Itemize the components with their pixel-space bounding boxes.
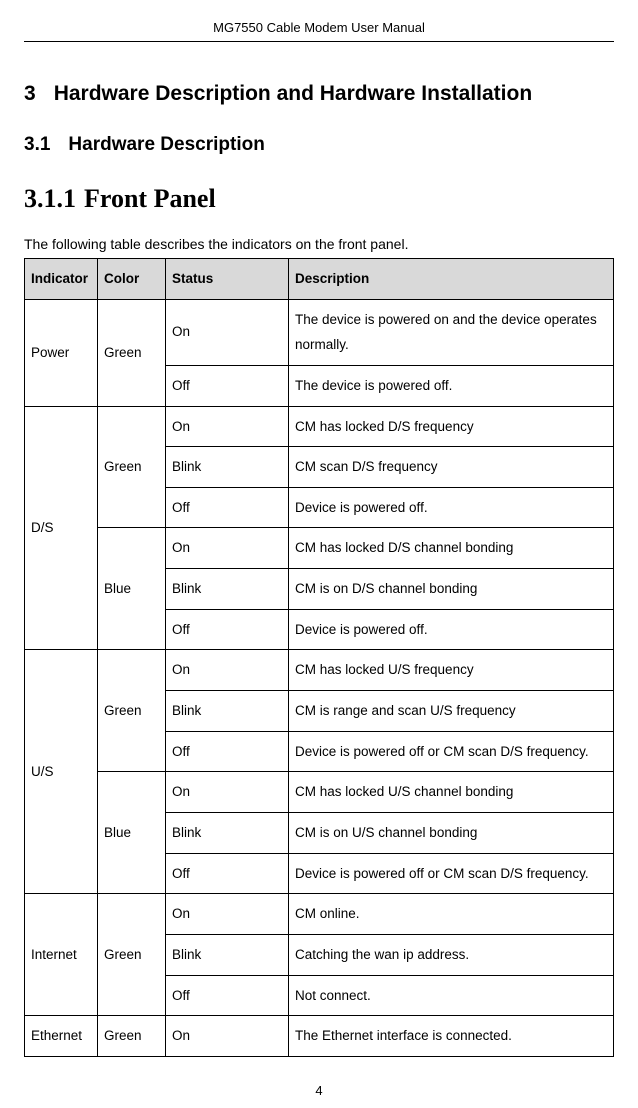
col-header-status: Status bbox=[166, 259, 289, 300]
cell-description: The Ethernet interface is connected. bbox=[289, 1016, 614, 1057]
cell-color: Green bbox=[98, 894, 166, 1016]
cell-description: CM is on U/S channel bonding bbox=[289, 812, 614, 853]
table-row: D/S Green On CM has locked D/S frequency bbox=[25, 406, 614, 447]
cell-status: On bbox=[166, 894, 289, 935]
cell-status: Blink bbox=[166, 691, 289, 732]
cell-color: Blue bbox=[98, 772, 166, 894]
cell-description: CM is on D/S channel bonding bbox=[289, 569, 614, 610]
table-row: Blue On CM has locked U/S channel bondin… bbox=[25, 772, 614, 813]
cell-indicator: D/S bbox=[25, 406, 98, 650]
table-row: Power Green On The device is powered on … bbox=[25, 299, 614, 365]
cell-status: On bbox=[166, 406, 289, 447]
cell-status: On bbox=[166, 650, 289, 691]
cell-description: CM has locked U/S frequency bbox=[289, 650, 614, 691]
cell-description: CM has locked U/S channel bonding bbox=[289, 772, 614, 813]
col-header-description: Description bbox=[289, 259, 614, 300]
col-header-indicator: Indicator bbox=[25, 259, 98, 300]
section-title: Hardware Description and Hardware Instal… bbox=[54, 82, 532, 105]
cell-indicator: U/S bbox=[25, 650, 98, 894]
cell-color: Green bbox=[98, 299, 166, 406]
cell-status: Off bbox=[166, 365, 289, 406]
cell-description: Not connect. bbox=[289, 975, 614, 1016]
section-number: 3 bbox=[24, 82, 36, 105]
table-row: Blue On CM has locked D/S channel bondin… bbox=[25, 528, 614, 569]
cell-color: Blue bbox=[98, 528, 166, 650]
table-row: Ethernet Green On The Ethernet interface… bbox=[25, 1016, 614, 1057]
subsubsection-title: Front Panel bbox=[84, 184, 216, 213]
cell-status: On bbox=[166, 528, 289, 569]
subsection-title: Hardware Description bbox=[68, 134, 264, 155]
doc-header: MG7550 Cable Modem User Manual bbox=[24, 20, 614, 42]
cell-description: CM is range and scan U/S frequency bbox=[289, 691, 614, 732]
cell-status: Off bbox=[166, 731, 289, 772]
cell-description: Device is powered off or CM scan D/S fre… bbox=[289, 731, 614, 772]
page: MG7550 Cable Modem User Manual 3 Hardware… bbox=[0, 0, 638, 1108]
cell-color: Green bbox=[98, 1016, 166, 1057]
cell-indicator: Power bbox=[25, 299, 98, 406]
page-number: 4 bbox=[24, 1083, 614, 1098]
intro-text: The following table describes the indica… bbox=[24, 236, 614, 252]
cell-description: Device is powered off or CM scan D/S fre… bbox=[289, 853, 614, 894]
table-row: Internet Green On CM online. bbox=[25, 894, 614, 935]
cell-status: Off bbox=[166, 609, 289, 650]
cell-description: CM has locked D/S frequency bbox=[289, 406, 614, 447]
table-header-row: Indicator Color Status Description bbox=[25, 259, 614, 300]
subsection-number: 3.1 bbox=[24, 134, 50, 155]
subsubsection-heading: 3.1.1 Front Panel bbox=[24, 184, 614, 214]
cell-description: CM has locked D/S channel bonding bbox=[289, 528, 614, 569]
cell-status: Blink bbox=[166, 569, 289, 610]
cell-color: Green bbox=[98, 650, 166, 772]
cell-description: The device is powered on and the device … bbox=[289, 299, 614, 365]
col-header-color: Color bbox=[98, 259, 166, 300]
cell-description: Device is powered off. bbox=[289, 609, 614, 650]
section-heading: 3 Hardware Description and Hardware Insta… bbox=[24, 82, 614, 106]
cell-status: Off bbox=[166, 487, 289, 528]
cell-status: Blink bbox=[166, 812, 289, 853]
cell-status: On bbox=[166, 772, 289, 813]
cell-description: Catching the wan ip address. bbox=[289, 934, 614, 975]
cell-status: On bbox=[166, 1016, 289, 1057]
table-row: U/S Green On CM has locked U/S frequency bbox=[25, 650, 614, 691]
cell-description: CM scan D/S frequency bbox=[289, 447, 614, 488]
cell-description: The device is powered off. bbox=[289, 365, 614, 406]
cell-status: On bbox=[166, 299, 289, 365]
cell-status: Blink bbox=[166, 447, 289, 488]
cell-description: CM online. bbox=[289, 894, 614, 935]
subsubsection-number: 3.1.1 bbox=[24, 184, 76, 213]
cell-status: Off bbox=[166, 975, 289, 1016]
subsection-heading: 3.1 Hardware Description bbox=[24, 134, 614, 156]
indicator-table: Indicator Color Status Description Power… bbox=[24, 258, 614, 1057]
cell-description: Device is powered off. bbox=[289, 487, 614, 528]
cell-indicator: Internet bbox=[25, 894, 98, 1016]
cell-status: Blink bbox=[166, 934, 289, 975]
cell-status: Off bbox=[166, 853, 289, 894]
cell-color: Green bbox=[98, 406, 166, 528]
cell-indicator: Ethernet bbox=[25, 1016, 98, 1057]
